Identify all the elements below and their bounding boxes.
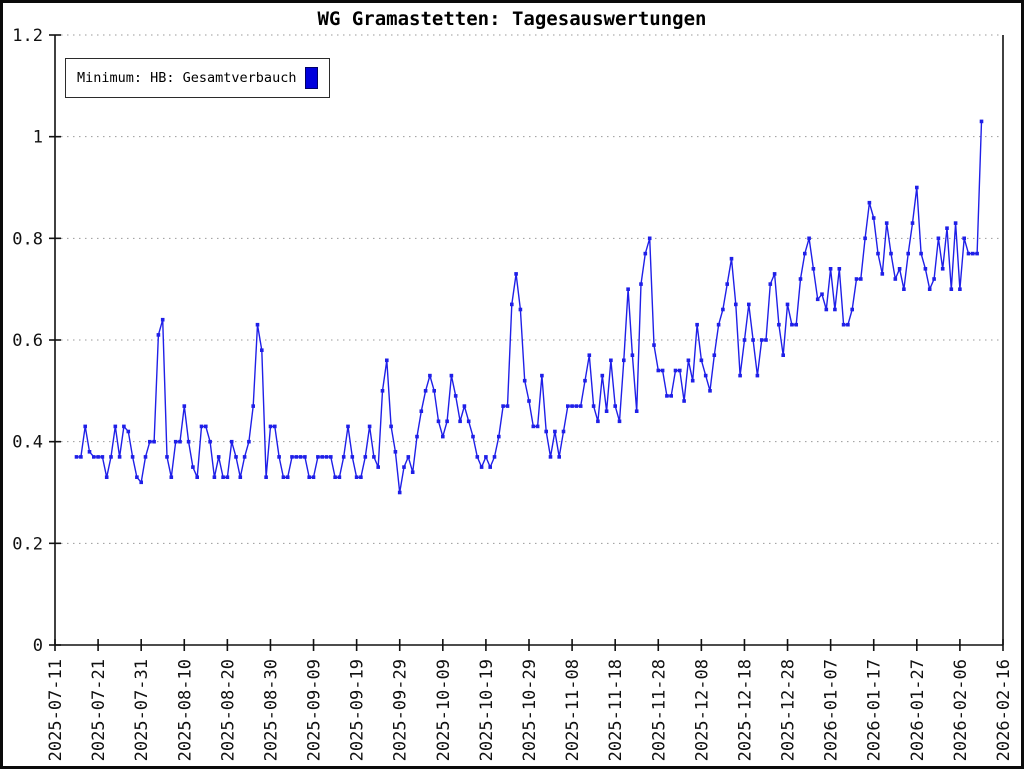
legend-label: Minimum: HB: Gesamtverbauch [77,70,297,86]
svg-text:0.2: 0.2 [12,534,43,554]
svg-text:0.6: 0.6 [12,331,43,351]
y-axis-labels: 0 0.2 0.4 0.6 0.8 1 1.2 [12,26,43,656]
data-series-markers [74,119,984,495]
svg-text:2025-10-29: 2025-10-29 [520,659,540,761]
svg-text:1: 1 [33,128,43,148]
svg-text:0.8: 0.8 [12,229,43,249]
x-axis-labels: 2025-07-11 2025-07-21 2025-07-31 2025-08-10… [46,659,1014,761]
svg-text:2026-01-07: 2026-01-07 [822,659,842,761]
chart-title: WG Gramastetten: Tagesauswertungen [317,8,707,30]
x-axis-ticks [54,639,1004,651]
svg-text:2025-09-09: 2025-09-09 [305,659,325,761]
svg-text:2025-08-10: 2025-08-10 [175,659,195,761]
svg-text:2025-07-21: 2025-07-21 [89,659,109,761]
svg-text:2025-12-18: 2025-12-18 [735,659,755,761]
svg-text:0: 0 [33,636,43,656]
svg-text:2025-10-09: 2025-10-09 [434,659,454,761]
svg-text:2026-01-27: 2026-01-27 [908,659,928,761]
data-series-line [76,121,983,494]
svg-text:2025-07-31: 2025-07-31 [132,659,152,761]
svg-text:2025-12-28: 2025-12-28 [779,659,799,761]
svg-text:2025-12-08: 2025-12-08 [692,659,712,761]
svg-text:2025-09-19: 2025-09-19 [348,659,368,761]
svg-text:0.4: 0.4 [12,433,43,453]
svg-text:2026-02-16: 2026-02-16 [994,659,1014,761]
y-gridlines [55,34,1003,544]
svg-text:2025-07-11: 2025-07-11 [46,659,66,761]
svg-text:2025-08-30: 2025-08-30 [261,659,281,761]
legend-swatch-icon [305,67,319,89]
svg-text:2025-11-08: 2025-11-08 [563,659,583,761]
svg-text:2025-11-28: 2025-11-28 [649,659,669,761]
svg-text:2026-02-06: 2026-02-06 [951,659,971,761]
svg-text:2025-11-18: 2025-11-18 [606,659,626,761]
y-axis-ticks [49,34,61,646]
svg-text:1.2: 1.2 [12,26,43,46]
svg-text:2025-10-19: 2025-10-19 [477,659,497,761]
svg-text:2025-08-20: 2025-08-20 [218,659,238,761]
svg-text:2025-09-29: 2025-09-29 [391,659,411,761]
svg-text:2026-01-17: 2026-01-17 [865,659,885,761]
legend: Minimum: HB: Gesamtverbauch [65,58,331,98]
